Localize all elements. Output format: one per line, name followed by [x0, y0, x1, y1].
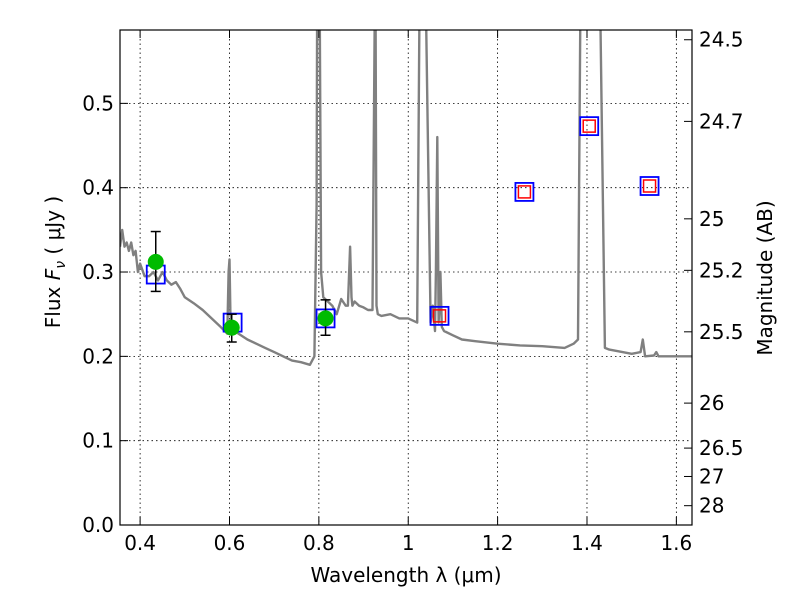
y-tick-label: 0.0	[82, 513, 114, 537]
y-tick-label: 0.1	[82, 429, 114, 453]
x-tick-label: 0.6	[214, 531, 246, 555]
model-photometry-square	[579, 116, 600, 137]
right-tick-label: 28	[699, 494, 724, 518]
x-tick-label: 1.4	[571, 531, 603, 555]
upper-limit-square	[642, 179, 657, 193]
right-tick-label: 24.7	[699, 109, 744, 133]
x-tick-label: 1.6	[660, 531, 692, 555]
x-tick-label: 1.2	[482, 531, 514, 555]
upper-limit-square	[432, 309, 447, 323]
right-axis-label: Magnitude (AB)	[753, 200, 777, 355]
x-tick-label: 0.4	[124, 531, 156, 555]
right-tick-label: 25	[699, 207, 724, 231]
upper-limit-square	[517, 185, 532, 199]
axes: 0.4 0.6 0.8 1 1.2 1.4 1.6 0.0 0.1 0.2 0.3 0.4 0.5 24.…	[82, 28, 743, 555]
y-tick-label: 0.3	[82, 260, 114, 284]
model-photometry-square	[429, 305, 450, 326]
right-tick-label: 26	[699, 391, 724, 415]
right-tick-label: 24.5	[699, 28, 744, 52]
observed-flux-point	[317, 310, 334, 327]
y-tick-label: 0.2	[82, 344, 114, 368]
right-tick-label: 25.2	[699, 258, 744, 282]
y-tick-label: 0.5	[82, 91, 114, 115]
observed-flux-point	[147, 253, 164, 270]
right-tick-label: 26.5	[699, 436, 744, 460]
grid	[120, 30, 692, 526]
right-tick-label: 25.5	[699, 320, 744, 344]
right-tick-label: 27	[699, 464, 724, 488]
x-axis-label: Wavelength λ (μm)	[310, 563, 501, 587]
observed-flux-point	[223, 319, 240, 336]
plot-frame	[119, 29, 693, 526]
y-tick-label: 0.4	[82, 176, 114, 200]
x-tick-label: 0.8	[303, 531, 335, 555]
y-axis-label: Flux Fν ( μJy )	[41, 196, 69, 328]
plot-area	[120, 30, 692, 366]
x-tick-label: 1	[402, 531, 415, 555]
model-photometry-square	[514, 182, 535, 202]
model-photometry-square	[639, 176, 660, 196]
model-spectrum-line	[120, 30, 692, 366]
upper-limit-square	[582, 119, 596, 133]
